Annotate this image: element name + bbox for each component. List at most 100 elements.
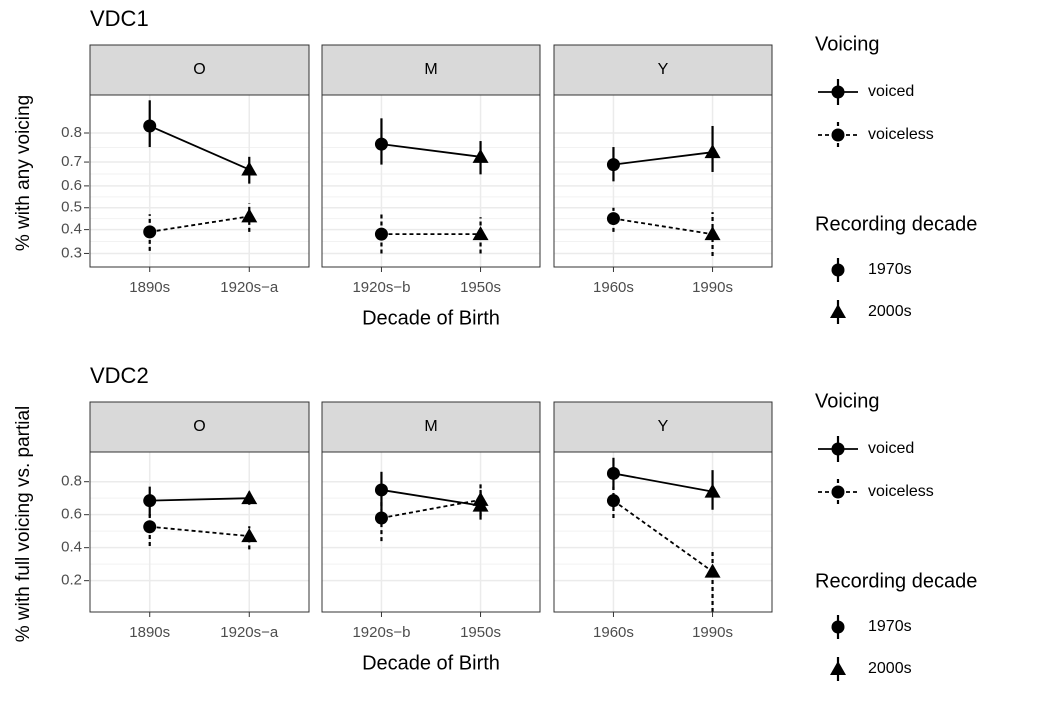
strip (321, 401, 541, 453)
data-layer (143, 100, 258, 251)
legend-label: 1970s (868, 618, 912, 635)
x-tick-label: 1920s−b (352, 279, 410, 296)
x-tick-label: 1950s (460, 624, 501, 641)
strip (89, 401, 310, 453)
line (149, 215, 250, 233)
point (606, 158, 620, 172)
y-tick-label: 0.2 (61, 572, 82, 589)
point (241, 161, 258, 176)
legend-shape (831, 263, 845, 277)
legend-label: voiced (868, 440, 914, 457)
legend-point (831, 442, 845, 456)
point (241, 528, 258, 543)
y-tick-label: 0.5 (61, 199, 82, 216)
legend-label: voiceless (868, 126, 934, 143)
legend-label: 1970s (868, 261, 912, 278)
point (143, 520, 157, 534)
line (149, 525, 250, 538)
strip (321, 44, 541, 96)
data-layer (606, 457, 721, 612)
point (472, 226, 489, 241)
legend-shape (830, 661, 846, 675)
x-axis-label: Decade of Birth (362, 652, 500, 674)
legend-label: voiceless (868, 483, 934, 500)
x-tick-label: 1990s (692, 624, 733, 641)
point (374, 227, 388, 241)
line (381, 498, 481, 519)
y-tick-label: 0.6 (61, 177, 82, 194)
legend-title: Recording decade (815, 570, 977, 592)
y-tick-label: 0.7 (61, 153, 82, 170)
legend-label: voiced (868, 83, 914, 100)
line (613, 472, 713, 493)
legend-point (831, 485, 845, 499)
y-tick-label: 0.6 (61, 506, 82, 523)
x-tick-label: 1960s (593, 279, 634, 296)
panel-border (321, 451, 541, 613)
point (143, 225, 157, 239)
line (149, 497, 250, 502)
chart-title: VDC2 (90, 363, 149, 388)
panel (554, 95, 772, 267)
y-axis-label: % with any voicing (13, 95, 34, 251)
facet: Y 1960s 1990s (553, 401, 773, 641)
point (606, 494, 620, 508)
line (613, 217, 713, 236)
data-layer (143, 486, 258, 550)
legend-title: Voicing (815, 390, 880, 412)
panel (322, 452, 540, 612)
point (704, 226, 721, 241)
facet: O 1890s 1920s−a (89, 401, 310, 641)
strip-label: O (193, 61, 205, 78)
line (612, 499, 714, 573)
x-tick-label: 1920s−a (220, 624, 279, 641)
panel (322, 95, 540, 267)
x-tick-label: 1890s (129, 279, 170, 296)
strip-label: M (424, 418, 437, 435)
point (704, 563, 721, 578)
x-tick-label: 1920s−b (352, 624, 410, 641)
data-layer (374, 471, 489, 542)
panel-border (553, 451, 773, 613)
legend-shape (831, 620, 845, 634)
x-tick-label: 1890s (129, 624, 170, 641)
panel (90, 95, 309, 267)
panel (554, 452, 772, 612)
facet: M 1920s−b 1950s (321, 401, 541, 641)
line (149, 125, 250, 171)
x-axis-label: Decade of Birth (362, 307, 500, 329)
legend-label: 2000s (868, 303, 912, 320)
facet: O 1890s 1920s−a (89, 44, 310, 296)
point (704, 483, 721, 498)
legend-shape (830, 304, 846, 318)
x-tick-label: 1960s (593, 624, 634, 641)
strip-label: Y (658, 418, 669, 435)
strip-label: M (424, 61, 437, 78)
y-tick-label: 0.8 (61, 473, 82, 490)
legend-point (831, 128, 845, 142)
y-axis-label: % with full voicing vs. partial (13, 406, 34, 643)
point (374, 483, 388, 497)
panel-border (89, 451, 310, 613)
panel-border (553, 94, 773, 268)
point (241, 208, 258, 223)
point (704, 144, 721, 159)
x-tick-label: 1920s−a (220, 279, 279, 296)
y-tick-label: 0.4 (61, 539, 82, 556)
y-tick-label: 0.8 (61, 124, 82, 141)
strip-label: Y (658, 61, 669, 78)
legend-title: Recording decade (815, 213, 977, 235)
point (472, 491, 489, 506)
y-tick-label: 0.3 (61, 244, 82, 261)
legend-label: 2000s (868, 660, 912, 677)
panel-border (89, 94, 310, 268)
legend-point (831, 85, 845, 99)
x-tick-label: 1950s (460, 279, 501, 296)
y-tick-label: 0.4 (61, 221, 82, 238)
legend-title: Voicing (815, 33, 880, 55)
panel-border (321, 94, 541, 268)
point (143, 119, 157, 133)
line (381, 489, 481, 507)
point (606, 212, 620, 226)
